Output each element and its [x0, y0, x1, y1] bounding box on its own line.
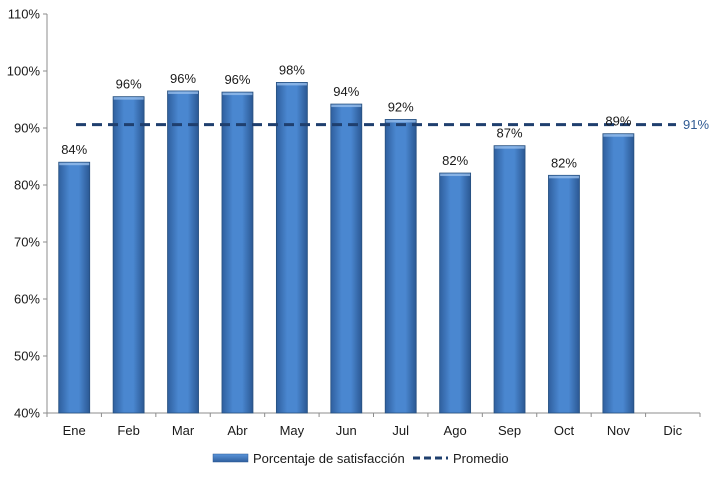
bar-top-highlight [222, 92, 253, 96]
bar-top-highlight [168, 91, 199, 94]
legend: Porcentaje de satisfacción Promedio [212, 451, 509, 466]
x-tick-label: Dic [663, 423, 682, 438]
x-axis: Ene Feb Mar Abr May Jun Jul Ago Sep Oct Nov Dic [46, 412, 701, 438]
legend-label-average: Promedio [453, 451, 509, 466]
x-tick-label: Sep [498, 423, 521, 438]
x-tick-label: Ene [63, 423, 86, 438]
bar [493, 145, 526, 414]
data-label: 94% [333, 84, 359, 99]
legend-swatch-bar [212, 453, 249, 463]
bar-series [58, 82, 635, 414]
x-tick-label: Oct [554, 423, 575, 438]
y-axis: 40% 50% 60% 70% 80% 90% 100% 110% [7, 7, 48, 421]
data-label: 84% [61, 142, 87, 157]
bar [384, 119, 417, 414]
bar-top-highlight [331, 104, 362, 108]
average-label: 91% [683, 117, 709, 132]
bar-top-highlight [276, 82, 307, 86]
x-tick-label: Abr [227, 423, 248, 438]
y-tick-label: 90% [14, 121, 40, 136]
x-tick-label: Feb [117, 423, 139, 438]
bar-top-highlight [548, 175, 579, 179]
x-tick-label: May [280, 423, 305, 438]
bar-top-highlight [113, 97, 144, 100]
bar [275, 82, 308, 414]
data-label: 89% [605, 114, 631, 129]
bar [548, 174, 580, 414]
bar [167, 90, 199, 414]
bar-top-highlight [603, 134, 634, 137]
bar [602, 133, 635, 414]
data-label: 82% [442, 153, 468, 168]
data-label: 92% [388, 99, 414, 114]
y-tick-label: 80% [14, 178, 40, 193]
bar [221, 91, 254, 414]
x-tick-label: Jun [336, 423, 357, 438]
y-tick-label: 100% [7, 64, 41, 79]
y-tick-label: 50% [14, 349, 40, 364]
data-label: 98% [279, 62, 305, 77]
x-tick-label: Mar [172, 423, 195, 438]
bar [330, 103, 363, 414]
x-tick-label: Jul [392, 423, 409, 438]
x-tick-label: Nov [607, 423, 631, 438]
y-tick-label: 110% [8, 7, 41, 22]
bar [439, 172, 472, 414]
data-label: 87% [497, 126, 523, 141]
bar-top-highlight [494, 146, 525, 149]
bar-top-highlight [440, 173, 471, 177]
bar-top-highlight [59, 162, 90, 166]
data-label: 96% [116, 77, 142, 92]
data-label: 82% [551, 155, 577, 170]
data-label: 96% [224, 72, 250, 87]
data-label: 96% [170, 71, 196, 86]
average-line-group: 91% [76, 117, 709, 132]
bar [112, 96, 145, 414]
y-tick-label: 40% [14, 406, 40, 421]
y-tick-label: 70% [14, 235, 40, 250]
bar [58, 161, 91, 414]
data-labels: 84% 96% 96% 96% 98% 94% 92% 82% 87% 82% 89% [61, 62, 632, 170]
bar-top-highlight [385, 119, 416, 123]
y-tick-label: 60% [14, 292, 40, 307]
x-tick-label: Ago [444, 423, 467, 438]
legend-label-bar: Porcentaje de satisfacción [253, 451, 405, 466]
